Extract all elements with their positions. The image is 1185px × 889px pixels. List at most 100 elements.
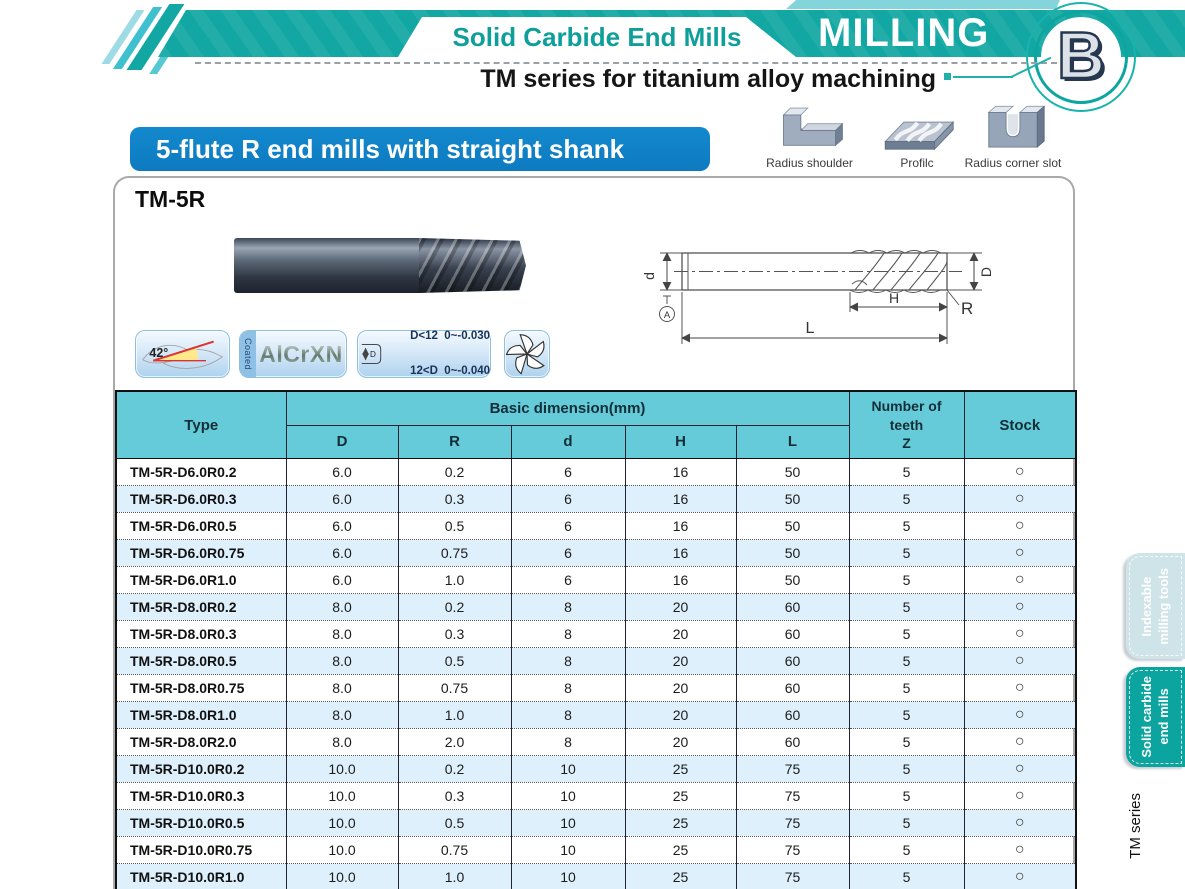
sidebar-tab-indexable-milling-tools[interactable]: Indexable milling tools — [1126, 553, 1185, 659]
shank-diameter-cell: 6 — [510, 539, 626, 567]
helix-angle-badge: 42° — [135, 330, 230, 378]
technical-drawing: d D H R L A — [641, 250, 994, 344]
teeth-count-cell: 5 — [848, 512, 965, 540]
flute-length-cell: 20 — [624, 701, 737, 729]
overall-length-cell: 50 — [735, 512, 850, 540]
application-label: Radius corner slot — [964, 156, 1062, 170]
tab-label-line2: end mills — [1155, 688, 1171, 746]
stock-cell: ○ — [963, 701, 1077, 729]
type-cell: TM-5R-D8.0R2.0 — [115, 728, 287, 756]
radius-shoulder-icon — [782, 107, 844, 147]
diameter-cell: 10.0 — [285, 836, 399, 864]
overall-length-cell: 60 — [735, 620, 850, 648]
diameter-cell: 8.0 — [285, 620, 399, 648]
diameter-cell: 6.0 — [285, 485, 399, 513]
teeth-count-cell: 5 — [848, 647, 965, 675]
flute-length-cell: 16 — [624, 539, 737, 567]
stock-cell: ○ — [963, 620, 1077, 648]
sidebar-tab-inner: Indexable milling tools — [1129, 556, 1182, 656]
shank-diameter-cell: 10 — [510, 809, 626, 837]
stock-cell: ○ — [963, 674, 1077, 702]
teeth-count-cell: 5 — [848, 566, 965, 594]
overall-length-cell: 60 — [735, 593, 850, 621]
table-row: TM-5R-D8.0R2.0 8.0 2.0 8 20 60 5 ○ — [115, 728, 1077, 756]
radius-cell: 0.5 — [397, 647, 512, 675]
col-header-H: H — [624, 425, 737, 459]
table-row: TM-5R-D8.0R0.3 8.0 0.3 8 20 60 5 ○ — [115, 620, 1077, 648]
radius-cell: 1.0 — [397, 701, 512, 729]
type-cell: TM-5R-D8.0R0.3 — [115, 620, 287, 648]
connector-line — [953, 76, 1013, 78]
radius-cell: 2.0 — [397, 728, 512, 756]
diameter-cell: 8.0 — [285, 674, 399, 702]
flute-length-cell: 25 — [624, 782, 737, 810]
product-content-box: TM-5R d — [113, 176, 1075, 889]
teeth-header-line3: Z — [902, 435, 911, 452]
type-cell: TM-5R-D10.0R0.5 — [115, 809, 287, 837]
type-cell: TM-5R-D10.0R0.2 — [115, 755, 287, 783]
teeth-count-cell: 5 — [848, 485, 965, 513]
type-cell: TM-5R-D8.0R0.2 — [115, 593, 287, 621]
section-title: MILLING — [818, 11, 990, 55]
helix-angle-value: 42° — [149, 346, 168, 360]
tab-label-line2: milling tools — [1155, 567, 1171, 645]
radius-cell: 0.3 — [397, 485, 512, 513]
diameter-cell: 6.0 — [285, 458, 399, 486]
overall-length-cell: 75 — [735, 755, 850, 783]
col-header-R: R — [397, 425, 512, 459]
teeth-header-line1: Number of — [871, 397, 942, 414]
section-letter-badge: B — [1026, 2, 1136, 112]
radius-cell: 0.75 — [397, 674, 512, 702]
tab-label-line1: Indexable — [1138, 576, 1154, 636]
teeth-count-cell: 5 — [848, 458, 965, 486]
radius-cell: 0.3 — [397, 620, 512, 648]
table-row: TM-5R-D8.0R1.0 8.0 1.0 8 20 60 5 ○ — [115, 701, 1077, 729]
dim-label-R: R — [961, 299, 973, 318]
flute-length-cell: 25 — [624, 836, 737, 864]
header-banner: Solid Carbide End Mills — [398, 17, 796, 57]
diameter-cell: 10.0 — [285, 755, 399, 783]
diameter-cell: 8.0 — [285, 701, 399, 729]
product-photo-flutes — [419, 238, 526, 293]
diameter-cell: 10.0 — [285, 782, 399, 810]
shank-diameter-cell: 8 — [510, 701, 626, 729]
teeth-count-cell: 5 — [848, 863, 965, 889]
type-cell: TM-5R-D6.0R0.75 — [115, 539, 287, 567]
section-letter: B — [1056, 17, 1106, 94]
radius-cell: 0.2 — [397, 593, 512, 621]
radius-cell: 0.2 — [397, 458, 512, 486]
teeth-count-cell: 5 — [848, 755, 965, 783]
application-label: Profilc — [900, 156, 934, 170]
type-cell: TM-5R-D10.0R0.3 — [115, 782, 287, 810]
sidebar-tab-inner: Solid carbide end mills — [1129, 670, 1182, 764]
diameter-cell: 6.0 — [285, 539, 399, 567]
flute-length-cell: 25 — [624, 755, 737, 783]
overall-length-cell: 50 — [735, 485, 850, 513]
type-cell: TM-5R-D8.0R0.75 — [115, 674, 287, 702]
overall-length-cell: 60 — [735, 701, 850, 729]
table-row: TM-5R-D10.0R0.2 10.0 0.2 10 25 75 5 ○ — [115, 755, 1077, 783]
coating-name: AlCrXN — [256, 341, 346, 368]
flute-length-cell: 16 — [624, 458, 737, 486]
type-cell: TM-5R-D6.0R0.5 — [115, 512, 287, 540]
radius-cell: 1.0 — [397, 863, 512, 889]
tolerance-badge: D D<12 0~-0.030 12<D 0~-0.040 — [357, 330, 491, 378]
flute-length-cell: 20 — [624, 647, 737, 675]
dim-label-D: D — [978, 267, 994, 277]
flute-length-cell: 20 — [624, 620, 737, 648]
teeth-count-cell: 5 — [848, 782, 965, 810]
application-radius-shoulder: Radius shoulder — [757, 102, 862, 170]
table-row: TM-5R-D8.0R0.75 8.0 0.75 8 20 60 5 ○ — [115, 674, 1077, 702]
type-cell: TM-5R-D6.0R0.3 — [115, 485, 287, 513]
flute-length-cell: 20 — [624, 674, 737, 702]
overall-length-cell: 75 — [735, 863, 850, 889]
table-row: TM-5R-D6.0R0.3 6.0 0.3 6 16 50 5 ○ — [115, 485, 1077, 513]
sidebar-tab-solid-carbide-end-mills[interactable]: Solid carbide end mills — [1126, 667, 1185, 767]
table-row: TM-5R-D10.0R1.0 10.0 1.0 10 25 75 5 ○ — [115, 863, 1077, 889]
stock-cell: ○ — [963, 647, 1077, 675]
badge-ring-inner — [1034, 10, 1128, 104]
coated-label: Coated — [243, 337, 253, 371]
tolerance-line-2: 12<D 0~-0.040 — [410, 364, 490, 377]
shank-diameter-cell: 6 — [510, 485, 626, 513]
shank-diameter-cell: 8 — [510, 593, 626, 621]
